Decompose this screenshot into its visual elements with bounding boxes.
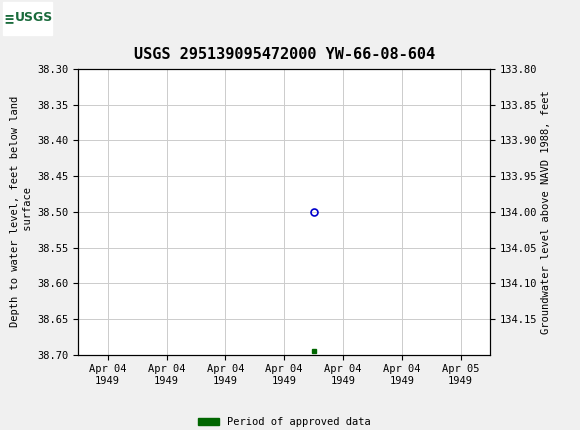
Text: ≡: ≡ [5,11,14,26]
Text: USGS: USGS [14,11,53,24]
Bar [3,2,52,35]
Title: USGS 295139095472000 YW-66-08-604: USGS 295139095472000 YW-66-08-604 [133,47,435,62]
Legend: Period of approved data: Period of approved data [194,413,375,430]
Y-axis label: Depth to water level, feet below land
 surface: Depth to water level, feet below land su… [10,96,33,327]
Y-axis label: Groundwater level above NAVD 1988, feet: Groundwater level above NAVD 1988, feet [542,90,552,334]
